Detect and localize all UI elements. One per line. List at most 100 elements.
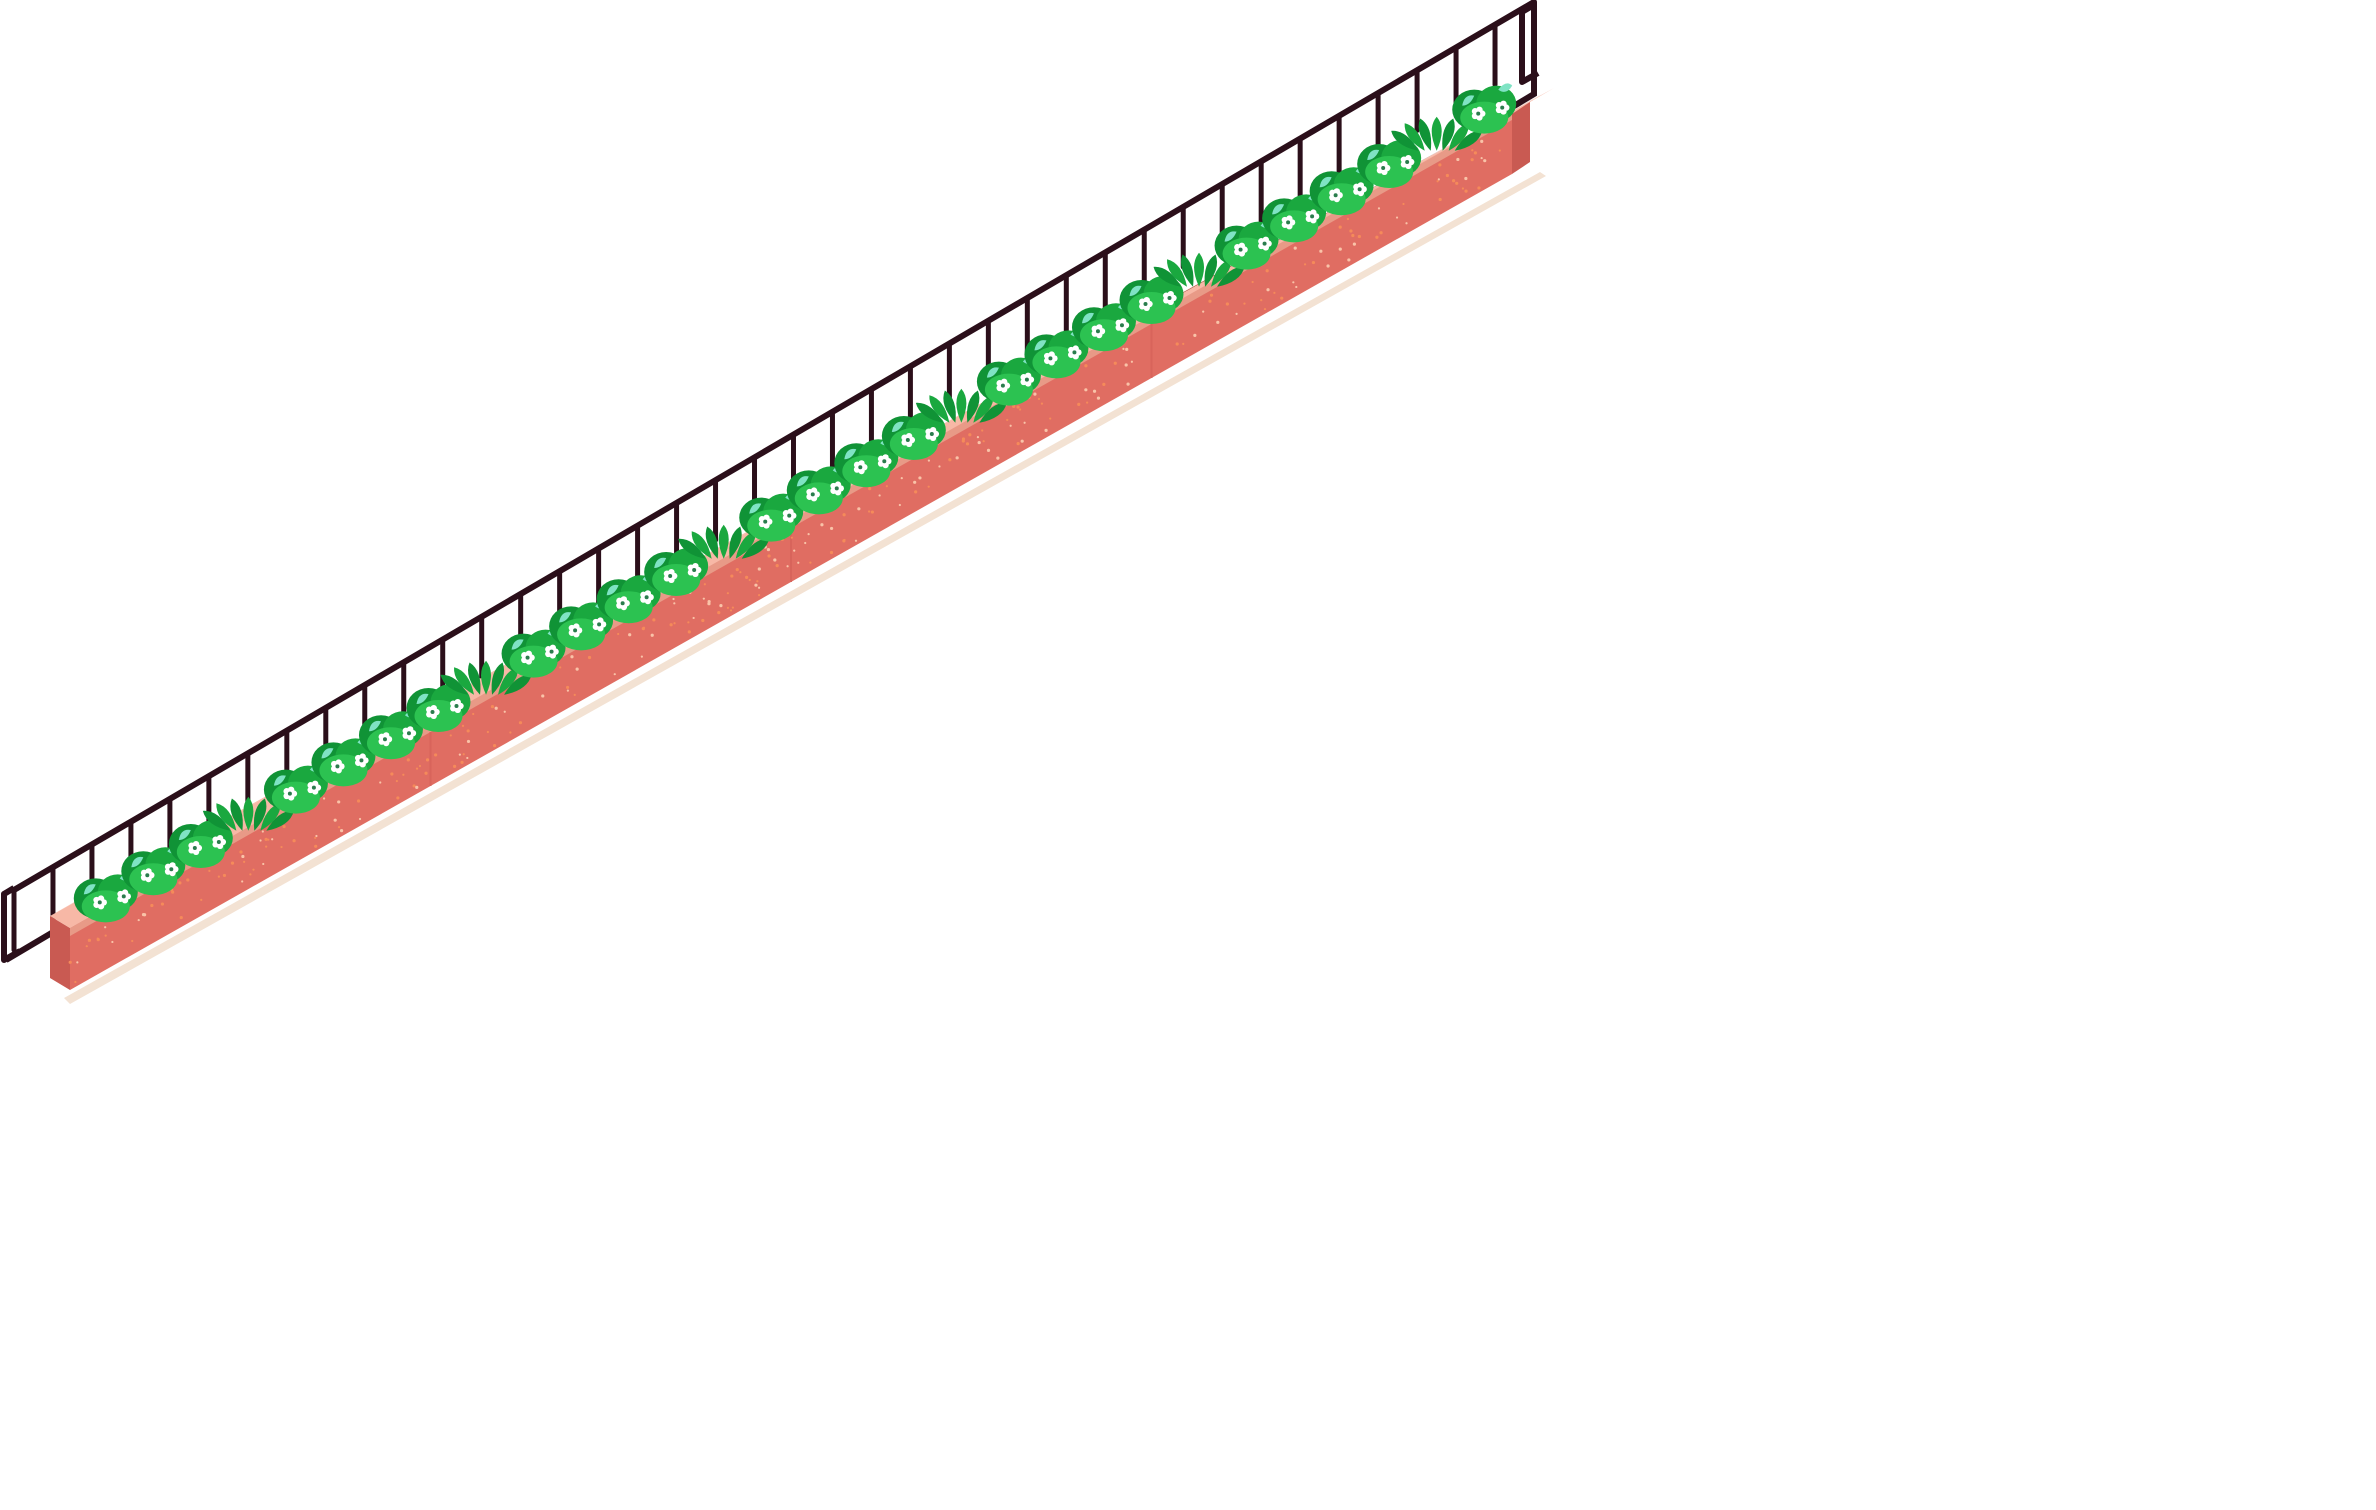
planter-speckle	[857, 507, 861, 511]
flower	[877, 454, 892, 469]
planter-speckle	[1319, 249, 1323, 253]
planter-speckle	[239, 850, 243, 854]
railing	[1, 0, 1540, 963]
leaf-highlight	[796, 476, 809, 487]
planter-speckle	[748, 578, 751, 582]
flower	[378, 732, 393, 747]
planter-speckle	[1438, 163, 1442, 167]
planter-speckle	[1182, 342, 1185, 346]
planter-speckle	[160, 902, 165, 906]
planter-speckle	[701, 618, 705, 623]
planter-speckle	[339, 829, 344, 833]
planter-speckle	[200, 898, 203, 901]
planter-speckle	[222, 873, 227, 878]
planter-speckle	[613, 673, 616, 676]
planter-speckle	[1113, 361, 1117, 365]
spiky-leaf	[966, 390, 980, 423]
planter-speckle	[104, 934, 107, 937]
plant-cluster	[202, 796, 294, 831]
planter-speckle	[731, 606, 734, 609]
planter-speckle	[977, 440, 981, 445]
planter-shadow	[64, 172, 1546, 1004]
spiky-leaf	[1204, 254, 1218, 287]
planter-speckle	[913, 480, 917, 484]
planter-speckle	[1395, 216, 1399, 219]
planter-speckle	[179, 915, 183, 920]
planter-speckle	[1273, 291, 1276, 294]
planter-speckle	[868, 510, 871, 513]
planter-speckle	[322, 797, 326, 800]
spiky-leaf	[243, 796, 254, 831]
spiky-leaf	[735, 531, 756, 559]
planter-speckle	[1033, 392, 1037, 396]
planter-speckle	[453, 764, 457, 768]
plant-cluster	[1119, 273, 1184, 324]
planter-speckle	[462, 753, 465, 756]
planter-speckle	[337, 800, 341, 804]
planter-speckle	[1303, 263, 1307, 266]
planter-speckle	[1464, 176, 1468, 181]
plant-cluster	[406, 681, 471, 732]
planter-speckle	[1084, 388, 1088, 392]
leaf-highlight	[1129, 285, 1142, 296]
spiky-leaf	[915, 402, 944, 423]
planter-speckle	[1040, 402, 1044, 405]
planter-speckle	[1208, 299, 1212, 303]
spiky-leaf	[956, 388, 967, 423]
flower	[1091, 324, 1106, 339]
planter-speckle	[642, 626, 646, 629]
planter-speckle	[1193, 333, 1197, 337]
flower	[1020, 372, 1035, 387]
planter-speckle	[1016, 405, 1020, 409]
plant-cluster	[1153, 252, 1245, 287]
planter-speckle	[1471, 149, 1474, 152]
planter-speckle	[1483, 159, 1487, 163]
planter-speckle	[68, 960, 72, 964]
flower	[1139, 296, 1153, 312]
spiky-leaf	[1153, 266, 1182, 287]
planter-speckle	[842, 539, 846, 543]
planter-speckle	[1352, 242, 1356, 246]
spiky-leaf	[979, 402, 1007, 423]
spiky-leaf	[481, 660, 492, 695]
planter-speckle	[729, 609, 733, 612]
planter-speckle	[390, 772, 394, 776]
plant-cluster	[644, 545, 709, 596]
spiky-leaf	[1418, 118, 1432, 151]
planter-speckle	[1295, 285, 1298, 289]
planter-speckle	[1480, 156, 1483, 160]
planter-speckle	[757, 567, 761, 571]
planter-speckle	[575, 667, 579, 671]
planter-speckle	[264, 837, 268, 841]
planter-speckle	[702, 597, 705, 600]
planter-speckle	[809, 561, 812, 564]
planter-speckle	[587, 655, 592, 660]
planter-speckle	[1445, 173, 1449, 178]
planter-speckle	[672, 597, 675, 601]
planter-speckle	[948, 458, 952, 462]
spiky-leaf	[1211, 259, 1232, 287]
leaf-highlight	[654, 557, 667, 568]
planter-speckle	[1266, 288, 1270, 292]
planter-speckle	[1235, 312, 1238, 315]
planter-speckle	[650, 633, 654, 637]
planter-speckle	[1338, 225, 1342, 229]
planter-speckle	[793, 549, 796, 552]
planter-speckle	[178, 881, 182, 885]
flower	[1163, 290, 1177, 306]
planter-speckle	[965, 442, 970, 446]
planter-speckle	[503, 710, 506, 713]
planter-speckle	[396, 796, 400, 800]
planter-speckle	[171, 890, 175, 894]
planter-speckle	[1292, 281, 1295, 284]
planter-speckle	[243, 860, 246, 863]
spiky-leaf	[1194, 252, 1205, 287]
flower	[450, 698, 464, 714]
leaf-highlight	[749, 503, 762, 514]
flower	[830, 481, 844, 496]
planter-speckle	[1037, 397, 1041, 401]
planter-speckle	[1023, 421, 1026, 424]
planter-speckle	[885, 485, 888, 488]
planter-speckle	[1243, 302, 1246, 305]
planter-speckle	[76, 961, 79, 964]
